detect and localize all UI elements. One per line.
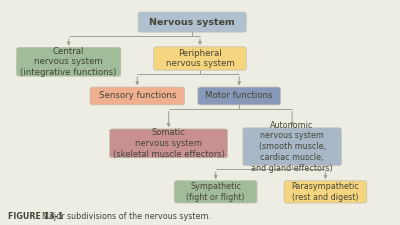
- FancyBboxPatch shape: [16, 47, 121, 76]
- FancyBboxPatch shape: [90, 87, 184, 105]
- FancyBboxPatch shape: [110, 129, 228, 158]
- Text: Major subdivisions of the nervous system.: Major subdivisions of the nervous system…: [37, 212, 211, 220]
- FancyBboxPatch shape: [154, 47, 246, 70]
- Text: Sensory functions: Sensory functions: [98, 91, 176, 100]
- Text: FIGURE 13-1: FIGURE 13-1: [8, 212, 63, 220]
- Text: Autonomic
nervous system
(smooth muscle,
cardiac muscle,
and gland effectors): Autonomic nervous system (smooth muscle,…: [251, 121, 333, 173]
- Text: Somatic
nervous system
(skeletal muscle effectors): Somatic nervous system (skeletal muscle …: [113, 128, 224, 159]
- FancyBboxPatch shape: [174, 181, 257, 203]
- Text: Nervous system: Nervous system: [149, 18, 235, 27]
- Text: Central
nervous system
(integrative functions): Central nervous system (integrative func…: [20, 47, 117, 77]
- Text: Peripheral
nervous system: Peripheral nervous system: [166, 49, 234, 68]
- FancyBboxPatch shape: [284, 181, 367, 203]
- FancyBboxPatch shape: [243, 128, 341, 166]
- Text: Motor functions: Motor functions: [206, 91, 273, 100]
- Text: Parasympathetic
(rest and digest): Parasympathetic (rest and digest): [292, 182, 359, 202]
- FancyBboxPatch shape: [198, 87, 280, 105]
- FancyBboxPatch shape: [138, 12, 246, 32]
- Text: Sympathetic
(fight or flight): Sympathetic (fight or flight): [186, 182, 245, 202]
